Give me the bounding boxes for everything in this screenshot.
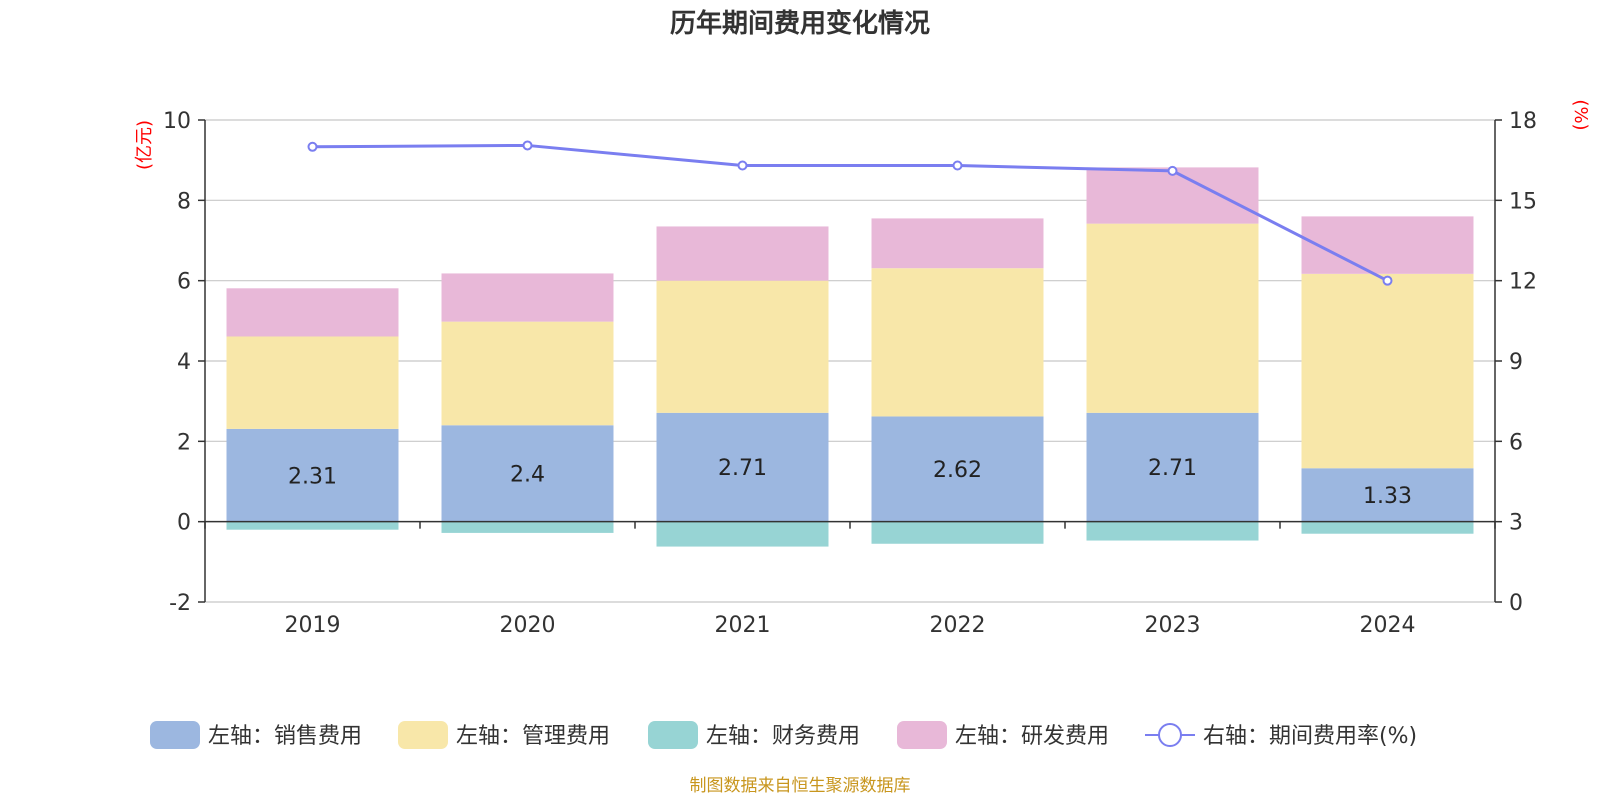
legend-label: 左轴：财务费用 <box>706 724 860 749</box>
right-axis-unit: (%) <box>1570 99 1591 130</box>
bar-segment <box>1086 223 1259 413</box>
rate-line-point <box>1382 275 1393 286</box>
rate-line-point <box>307 141 318 152</box>
legend-label: 右轴：期间费用率(%) <box>1203 724 1417 749</box>
rate-line-point <box>522 140 533 151</box>
bar-segment <box>441 425 614 522</box>
legend-swatch <box>648 721 698 749</box>
rate-line-point <box>1167 165 1178 176</box>
legend-swatch <box>398 721 448 749</box>
bar-data-label: 2.4 <box>510 462 545 487</box>
bar-segment <box>871 416 1044 522</box>
rate-line-point <box>737 160 748 171</box>
category-label: 2024 <box>1360 613 1416 638</box>
axes: -2 0 2 4 6 8 10 0 3 6 9 12 15 18 2019 2020 2021 2022 2023 2… <box>163 109 1537 638</box>
bar-data-label: 2.62 <box>933 458 982 483</box>
bar-segment <box>656 412 829 522</box>
rate-line <box>307 140 1393 286</box>
left-tick-label: -2 <box>169 591 191 616</box>
bar-segment <box>441 273 614 322</box>
rate-line-path <box>312 143 1389 283</box>
bar-segment <box>1301 216 1474 274</box>
bar-segment <box>656 226 829 281</box>
bar-segment <box>656 521 829 547</box>
bar-segment <box>871 521 1044 544</box>
bar-data-label: 2.71 <box>1148 456 1197 481</box>
chart-title: 历年期间费用变化情况 <box>670 8 930 39</box>
bar-data-label: 2.31 <box>288 464 337 489</box>
legend-swatch-marker <box>1158 723 1182 747</box>
grid-lines <box>205 119 1495 603</box>
source-note: 制图数据来自恒生聚源数据库 <box>690 776 911 796</box>
bar-segment <box>1086 412 1259 522</box>
rate-line-point <box>952 160 963 171</box>
bar-segment <box>226 336 399 429</box>
left-tick-label: 6 <box>177 270 191 295</box>
category-label: 2021 <box>715 613 771 638</box>
category-label: 2019 <box>285 613 341 638</box>
bar-segment <box>441 521 614 533</box>
legend-swatch <box>897 721 947 749</box>
bar-segment <box>1301 468 1474 522</box>
left-tick-label: 8 <box>177 189 191 214</box>
left-tick-label: 10 <box>163 109 191 134</box>
bar-segment <box>441 321 614 426</box>
bar-segment <box>1301 521 1474 534</box>
bar-segment <box>1086 167 1259 224</box>
bar-segment <box>226 428 399 522</box>
left-tick-label: 2 <box>177 430 191 455</box>
right-tick-label: 0 <box>1509 591 1523 616</box>
bar-segment <box>226 521 399 530</box>
legend-label: 左轴：销售费用 <box>208 724 362 749</box>
legend-label: 左轴：研发费用 <box>955 724 1109 749</box>
bar-data-label: 1.33 <box>1363 484 1412 509</box>
left-axis-unit: (亿元) <box>134 120 155 170</box>
bar-segment <box>1301 273 1474 469</box>
bars: 2.31 2.4 2.71 2.62 2.71 1.33 <box>226 167 1474 547</box>
category-label: 2023 <box>1145 613 1201 638</box>
right-tick-label: 15 <box>1509 189 1537 214</box>
bar-data-label: 2.71 <box>718 456 767 481</box>
right-tick-label: 12 <box>1509 270 1537 295</box>
right-tick-label: 9 <box>1509 350 1523 375</box>
legend-swatch <box>150 721 200 749</box>
left-tick-label: 4 <box>177 350 191 375</box>
bar-segment <box>1086 521 1259 541</box>
bar-segment <box>871 218 1044 269</box>
right-tick-label: 3 <box>1509 511 1523 536</box>
legend-label: 左轴：管理费用 <box>456 724 610 749</box>
category-label: 2022 <box>930 613 986 638</box>
bar-segment <box>871 268 1044 417</box>
category-label: 2020 <box>500 613 556 638</box>
left-tick-label: 0 <box>177 511 191 536</box>
bar-segment <box>656 280 829 413</box>
bar-segment <box>226 288 399 337</box>
right-tick-label: 6 <box>1509 430 1523 455</box>
legend: 左轴：销售费用 左轴：管理费用 左轴：财务费用 左轴：研发费用 右轴：期间费用率(%) <box>150 721 1417 749</box>
right-tick-label: 18 <box>1509 109 1537 134</box>
